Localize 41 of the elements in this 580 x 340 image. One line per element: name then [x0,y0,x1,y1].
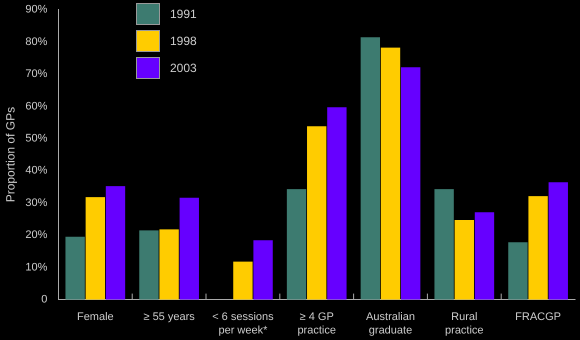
y-tick-label: 80% [25,36,48,48]
bar [180,198,199,300]
x-tick-label: Female [76,311,114,324]
bar [307,126,326,300]
y-tick-label: 40% [25,164,48,177]
y-tick-label: 0 [41,294,48,306]
bar [548,182,568,300]
y-tick-label: 60% [25,100,48,112]
x-tick-label: < 6 sessions per week* [212,311,274,336]
bar [286,189,306,300]
bar [86,197,105,300]
bar [360,37,380,300]
bar [159,229,179,300]
bar [508,242,528,300]
legend-label: 1991 [170,7,197,21]
x-tick-label: Australian graduate [366,311,415,336]
x-tick-label: ≥ 4 GP practice [297,311,336,336]
legend-label: 1998 [170,34,197,48]
x-tick-label: FRACGP [515,311,562,324]
legend-label: 2003 [170,61,197,75]
bar [454,220,474,300]
y-tick-label: 30% [25,196,48,209]
bar [434,189,454,300]
x-tick-label: ≥ 55 years [143,311,196,324]
bar [380,48,400,300]
y-tick-label: 90% [25,4,48,16]
y-tick-label: 10% [25,261,48,274]
bar [400,67,420,300]
bar [65,236,85,300]
bar [233,262,253,300]
bar [139,230,159,300]
y-tick-label: 70% [25,68,48,80]
bar [528,196,548,300]
y-axis-title: Proportion of GPs [4,106,18,202]
bar [253,240,273,300]
bar [106,186,126,300]
y-tick-label: 20% [25,229,48,242]
bar [327,107,347,300]
bar [474,212,494,300]
x-tick-label: Rural practice [445,311,484,336]
y-tick-label: 50% [25,132,48,145]
